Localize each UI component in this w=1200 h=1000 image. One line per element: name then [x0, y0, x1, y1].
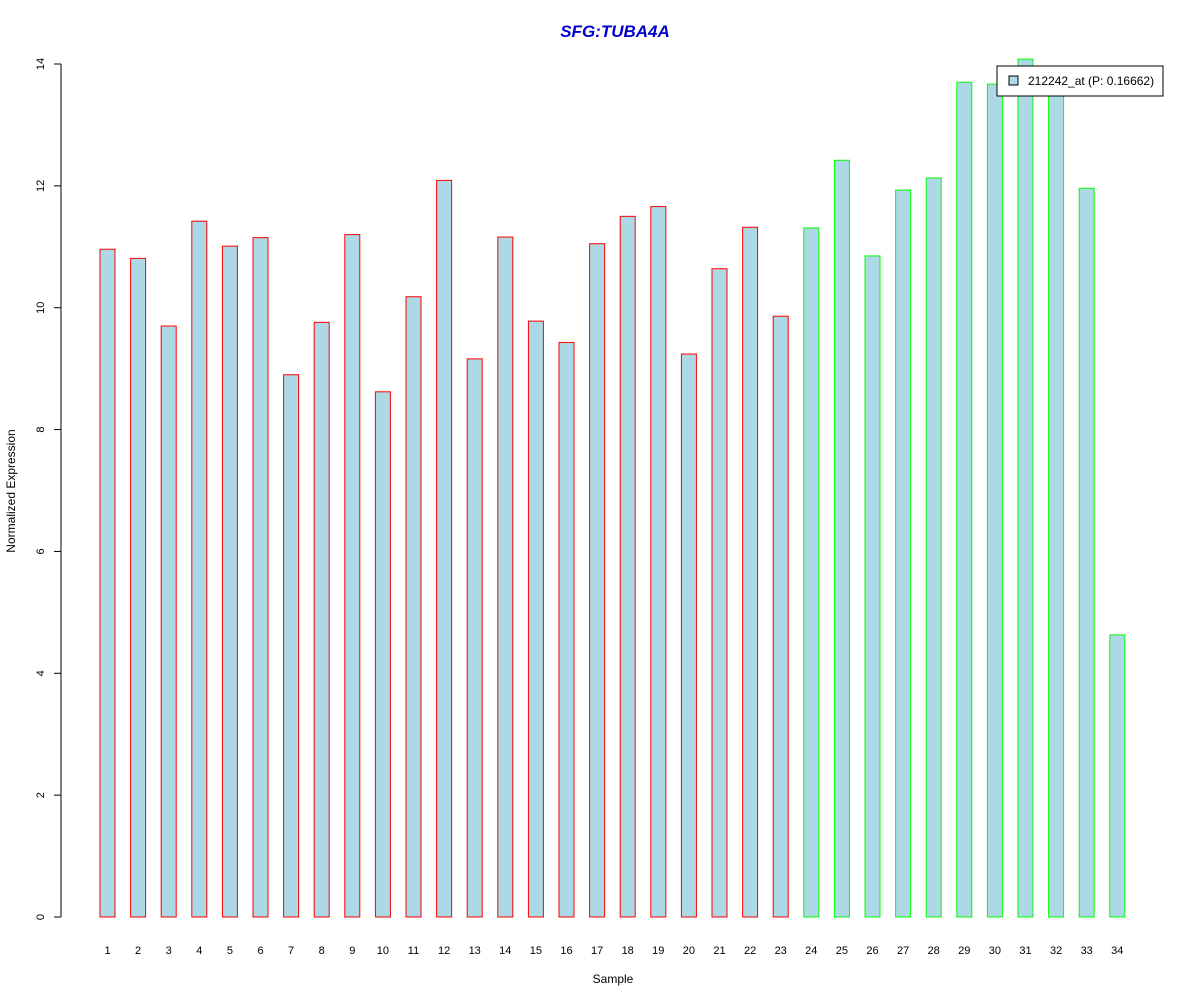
- x-tick-label: 16: [560, 945, 572, 957]
- x-tick-label: 25: [836, 945, 848, 957]
- bar-sample-29: [956, 81, 973, 918]
- bar-sample-11: [405, 296, 422, 918]
- x-tick-label: 19: [652, 945, 664, 957]
- bar-sample-33: [1078, 187, 1095, 918]
- y-axis: 0 2 4 6 8 10 12 14: [35, 58, 62, 920]
- bar-sample-6: [252, 237, 269, 918]
- y-tick-label: 6: [35, 548, 47, 554]
- bar-sample-28: [925, 177, 942, 918]
- x-tick-label: 6: [257, 945, 263, 957]
- bar-sample-32: [1048, 87, 1065, 918]
- x-tick-label: 21: [713, 945, 725, 957]
- bar-sample-17: [589, 243, 606, 918]
- y-tick-label: 0: [35, 914, 47, 920]
- y-tick-label: 12: [35, 180, 47, 192]
- x-tick-label: 34: [1111, 945, 1123, 957]
- bar-sample-16: [558, 341, 575, 918]
- bar-sample-2: [130, 257, 147, 918]
- legend-box: [996, 65, 1164, 97]
- y-tick-label: 14: [35, 58, 47, 70]
- y-tick-label: 2: [35, 792, 47, 798]
- bar-sample-23: [772, 315, 789, 918]
- bar-sample-25: [833, 159, 850, 918]
- x-tick-label: 5: [227, 945, 233, 957]
- bar-sample-26: [864, 255, 881, 918]
- bar-sample-9: [344, 234, 361, 918]
- x-tick-label: 17: [591, 945, 603, 957]
- x-tick-label: 3: [166, 945, 172, 957]
- x-tick-label: 24: [805, 945, 817, 957]
- x-tick-label: 18: [622, 945, 634, 957]
- x-axis-title: Sample: [593, 972, 634, 986]
- bar-sample-8: [313, 321, 330, 918]
- x-tick-label: 29: [958, 945, 970, 957]
- x-tick-label: 20: [683, 945, 695, 957]
- x-tick-label: 14: [499, 945, 511, 957]
- x-tick-label: 22: [744, 945, 756, 957]
- x-tick-label: 15: [530, 945, 542, 957]
- legend-swatch: [1008, 75, 1019, 86]
- legend-label: 212242_at (P: 0.16662): [1028, 74, 1154, 88]
- x-tick-label: 28: [928, 945, 940, 957]
- bar-sample-3: [160, 325, 177, 918]
- bar-sample-27: [895, 189, 912, 918]
- x-tick-label: 9: [349, 945, 355, 957]
- bar-sample-20: [680, 353, 697, 918]
- y-tick-label: 4: [35, 670, 47, 676]
- bar-sample-30: [986, 83, 1003, 918]
- x-tick-label: 2: [135, 945, 141, 957]
- bar-sample-21: [711, 268, 728, 918]
- bar-sample-14: [497, 236, 514, 918]
- bar-sample-31: [1017, 58, 1034, 918]
- y-tick-label: 10: [35, 302, 47, 314]
- bar-sample-22: [742, 226, 759, 918]
- bar-sample-18: [619, 215, 636, 918]
- bar-sample-12: [436, 179, 453, 918]
- x-tick-label: 27: [897, 945, 909, 957]
- x-tick-label: 26: [866, 945, 878, 957]
- bar-sample-10: [374, 391, 391, 918]
- x-tick-label: 31: [1019, 945, 1031, 957]
- legend: 212242_at (P: 0.16662): [996, 65, 1164, 97]
- bar-sample-4: [191, 220, 208, 918]
- bar-sample-34: [1109, 634, 1126, 918]
- x-tick-label: 12: [438, 945, 450, 957]
- bar-sample-15: [527, 320, 544, 918]
- x-tick-label: 1: [104, 945, 110, 957]
- x-tick-label: 30: [989, 945, 1001, 957]
- x-tick-label: 7: [288, 945, 294, 957]
- bar-sample-19: [650, 206, 667, 918]
- bar-sample-24: [803, 227, 820, 918]
- x-tick-label: 33: [1081, 945, 1093, 957]
- bar-sample-5: [221, 245, 238, 918]
- chart-title: SFG:TUBA4A: [560, 22, 670, 41]
- y-tick-label: 8: [35, 427, 47, 433]
- x-tick-label: 11: [408, 945, 419, 957]
- bars: [99, 58, 1126, 918]
- x-tick-label: 10: [377, 945, 389, 957]
- x-tick-label: 13: [469, 945, 481, 957]
- x-tick-label: 4: [196, 945, 202, 957]
- x-tick-label: 23: [775, 945, 787, 957]
- x-tick-label: 32: [1050, 945, 1062, 957]
- bar-sample-1: [99, 248, 116, 918]
- bar-sample-13: [466, 358, 483, 918]
- y-axis-title: Normalized Expression: [4, 429, 18, 552]
- x-tick-label: 8: [319, 945, 325, 957]
- x-tick-labels: 1 2 3 4 5 6 7 8 9 10 11 12 13 14 15 16 17 18 19 20 21 22 23 24 2…: [104, 945, 1123, 957]
- bar-sample-7: [283, 374, 300, 918]
